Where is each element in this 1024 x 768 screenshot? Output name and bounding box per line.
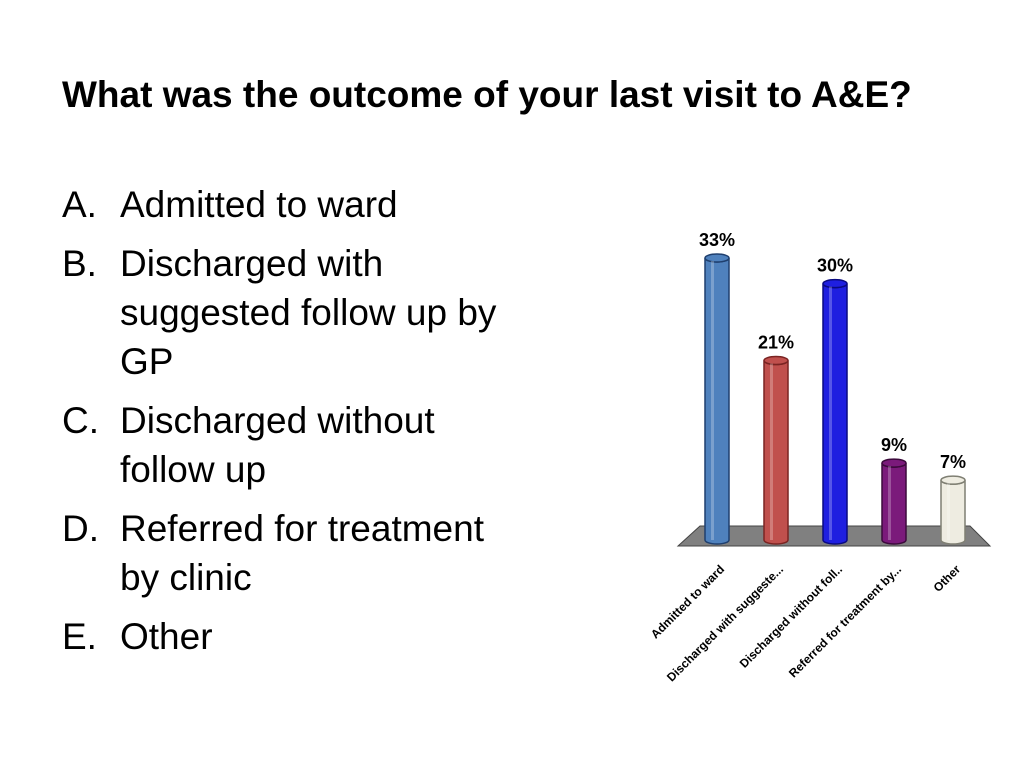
bar-highlight xyxy=(770,363,773,540)
option-c: C. Discharged without follow up xyxy=(62,396,532,494)
data-label: 7% xyxy=(940,452,966,472)
bar xyxy=(881,462,907,545)
bar xyxy=(763,360,789,545)
data-label: 30% xyxy=(817,256,853,276)
bar xyxy=(822,283,848,545)
option-text: Referred for treatment by clinic xyxy=(120,508,484,598)
bar-highlight xyxy=(888,466,891,540)
option-text: Admitted to ward xyxy=(120,184,398,225)
bar-highlight xyxy=(711,261,714,540)
bar-cap xyxy=(940,475,966,485)
option-letter: B. xyxy=(62,243,97,284)
bar-cap xyxy=(704,253,730,263)
category-label: Referred for treatment by... xyxy=(786,562,904,680)
bar-group xyxy=(704,253,966,545)
bar-highlight xyxy=(947,483,950,540)
data-label: 21% xyxy=(758,333,794,353)
bar-cap xyxy=(881,458,907,468)
data-label: 33% xyxy=(699,230,735,250)
option-b: B. Discharged with suggested follow up b… xyxy=(62,239,532,386)
category-label: Discharged with suggeste... xyxy=(664,562,786,684)
answer-options: A. Admitted to ward B. Discharged with s… xyxy=(62,180,532,671)
option-letter: C. xyxy=(62,400,99,441)
bar xyxy=(704,257,730,545)
option-text: Discharged without follow up xyxy=(120,400,435,490)
bar-chart: 33% 21% 30% 9% 7% Admitted to wardDischarged… xyxy=(648,230,992,684)
bar-cap xyxy=(763,355,789,366)
category-label: Other xyxy=(931,562,964,595)
data-label-group: 33% 21% 30% 9% 7% xyxy=(699,230,966,472)
bar-highlight xyxy=(829,286,832,540)
page-title: What was the outcome of your last visit … xyxy=(62,74,912,115)
option-d: D. Referred for treatment by clinic xyxy=(62,504,532,602)
option-text: Other xyxy=(120,616,213,657)
bar xyxy=(940,479,966,545)
option-a: A. Admitted to ward xyxy=(62,180,532,229)
data-label: 9% xyxy=(881,435,907,455)
option-letter: E. xyxy=(62,616,97,657)
option-letter: A. xyxy=(62,184,97,225)
category-label: Discharged without foll.. xyxy=(737,562,845,670)
option-text: Discharged with suggested follow up by G… xyxy=(120,243,497,382)
option-e: E. Other xyxy=(62,612,532,661)
option-letter: D. xyxy=(62,508,99,549)
bar-cap xyxy=(822,278,848,289)
